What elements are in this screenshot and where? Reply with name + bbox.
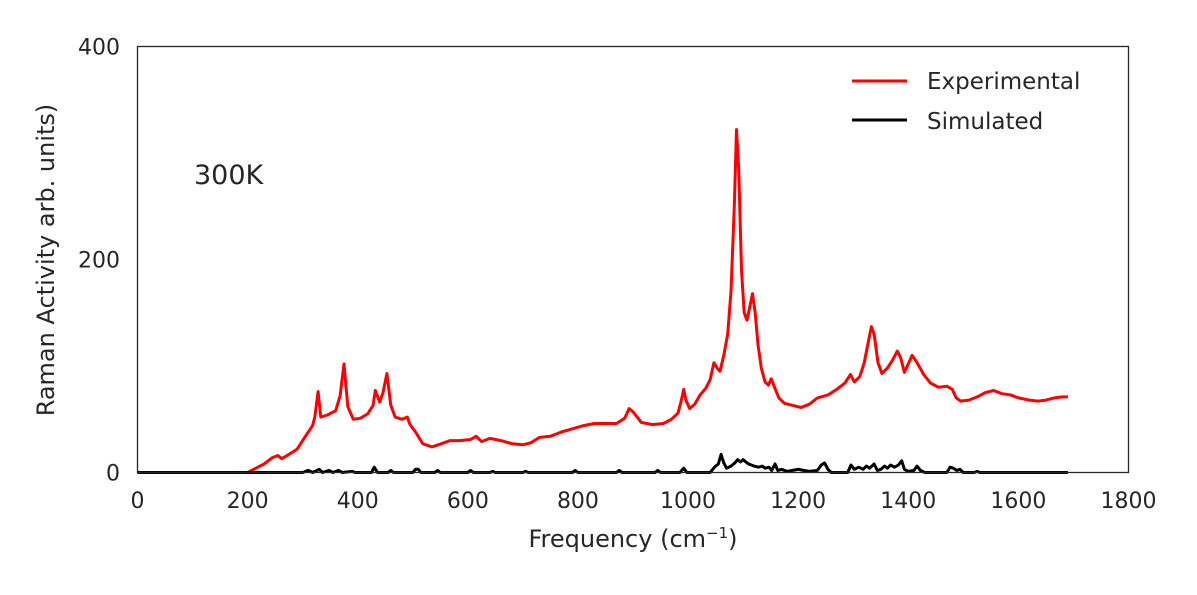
x-tick-label: 1200	[770, 489, 826, 514]
x-tick-label: 0	[131, 489, 145, 514]
plot-frame	[136, 45, 1130, 474]
x-axis-label: Frequency (cm−1)	[528, 524, 737, 553]
x-tick-label: 600	[447, 489, 489, 514]
y-tick-label: 0	[106, 462, 120, 487]
x-tick-label: 1600	[990, 489, 1046, 514]
x-axis-label-superscript: −1	[706, 524, 728, 542]
temperature-annotation: 300K	[194, 160, 265, 191]
x-tick-label: 1800	[1101, 489, 1157, 514]
series-line-simulated	[137, 452, 1068, 474]
legend-label-experimental: Experimental	[927, 69, 1080, 95]
series-layer	[137, 128, 1068, 474]
x-tick-label: 200	[227, 489, 269, 514]
y-axis-label: Raman Activity arb. units)	[32, 104, 60, 417]
y-tick-label: 200	[78, 249, 120, 274]
y-tick-labels: 0 200 400	[78, 36, 120, 487]
legend-label-simulated: Simulated	[927, 109, 1043, 135]
x-tick-label: 800	[557, 489, 599, 514]
x-tick-label: 400	[337, 489, 379, 514]
series-line-experimental	[246, 128, 1068, 474]
y-tick-label: 400	[78, 36, 120, 61]
x-tick-label: 1400	[880, 489, 936, 514]
x-tick-label: 1000	[660, 489, 716, 514]
legend: Experimental Simulated	[852, 69, 1080, 135]
x-tick-labels: 0 200 400 600 800 1000 1200 1400 1600 1800	[131, 489, 1157, 514]
